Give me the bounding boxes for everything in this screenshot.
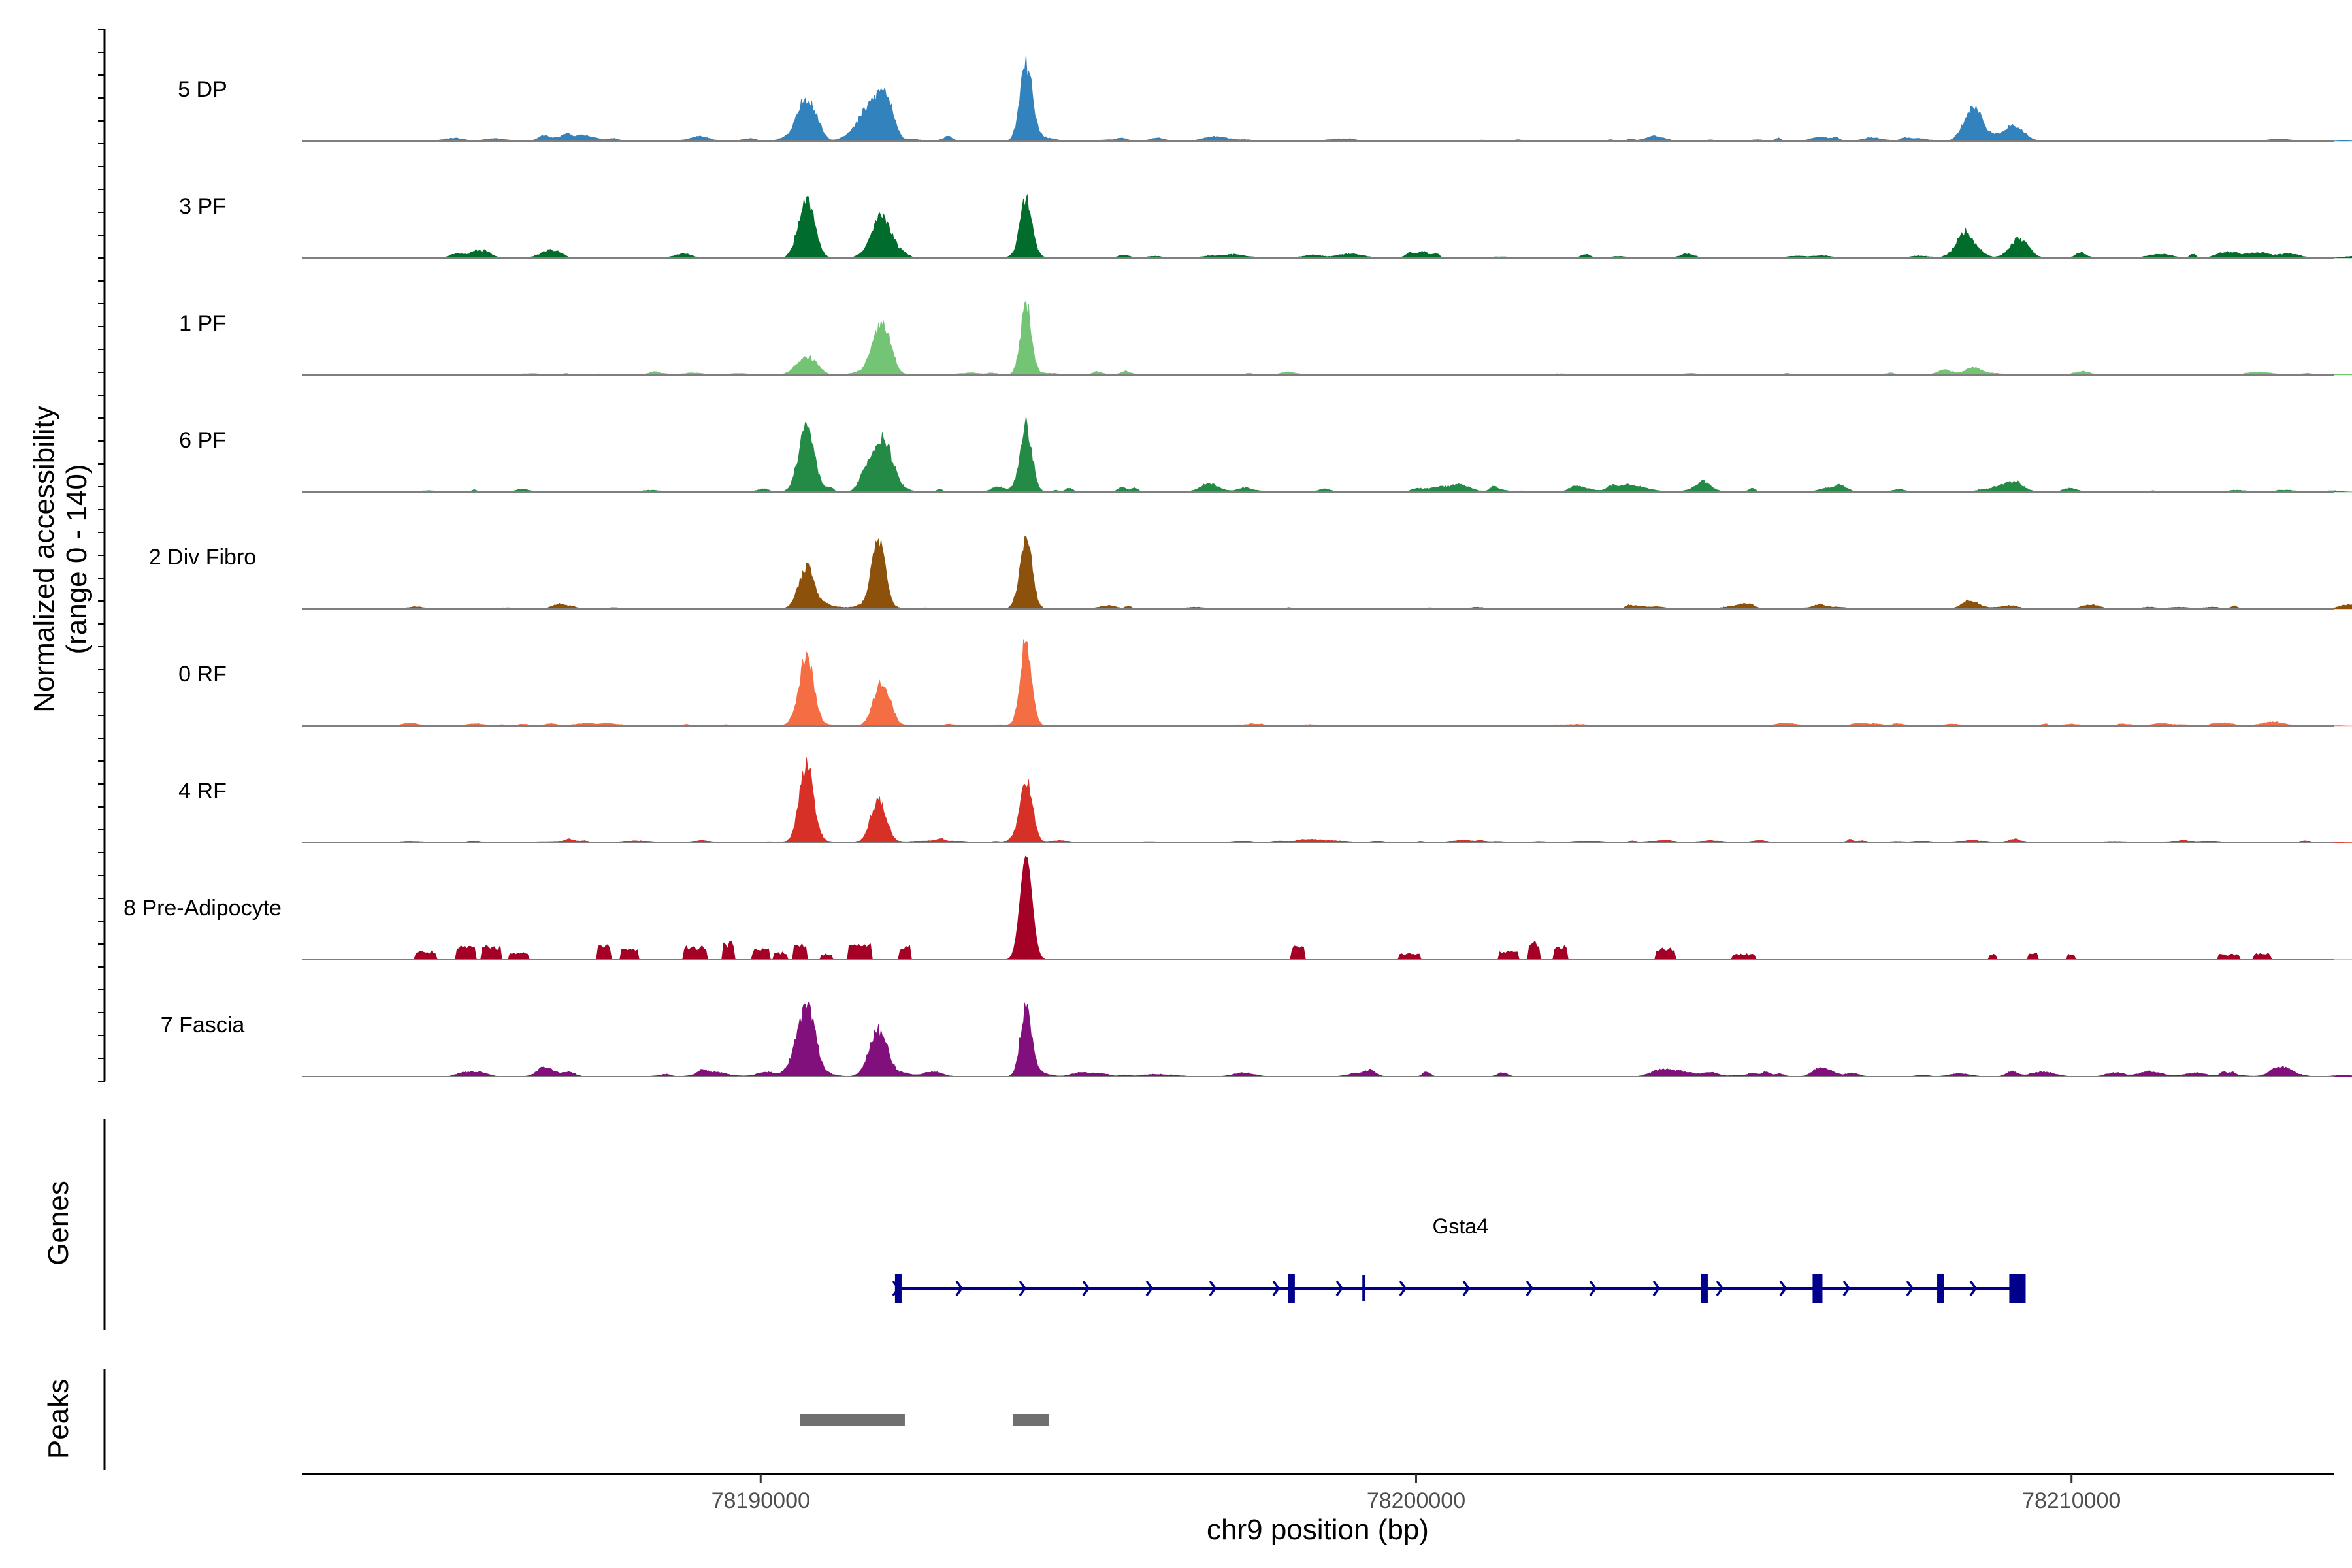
coverage-area xyxy=(400,194,2352,259)
x-tick-label: 78210000 xyxy=(2022,1488,2121,1513)
peaks-panel-title: Peaks xyxy=(42,1379,74,1459)
strand-arrow-icon xyxy=(1652,1280,1661,1297)
strand-arrow-icon xyxy=(1779,1280,1788,1297)
strand-arrow-icon xyxy=(1842,1280,1851,1297)
coverage-area xyxy=(400,536,2352,610)
gene-exon xyxy=(1812,1274,1823,1303)
strand-arrow-icon xyxy=(955,1280,964,1297)
gene-annotation-panel: Gsta4 xyxy=(892,1215,2026,1303)
coverage-area xyxy=(400,1001,2352,1077)
track-0-rf: 0 RF xyxy=(178,639,2352,727)
strand-arrow-icon xyxy=(1335,1280,1344,1297)
gene-exon xyxy=(1701,1274,1708,1303)
coverage-tracks: 5 DP 3 PF 1 PF 6 PF 2 Div Fibro 0 RF 4 RF 8 Pre… xyxy=(123,54,2352,1077)
gene-exon xyxy=(1288,1274,1295,1303)
track-label: 3 PF xyxy=(179,194,226,219)
x-tick-label: 78200000 xyxy=(1367,1488,1465,1513)
peak-region xyxy=(800,1414,905,1426)
coverage-area xyxy=(400,855,2352,960)
strand-arrow-icon xyxy=(1462,1280,1471,1297)
strand-arrow-icon xyxy=(1145,1280,1154,1297)
track-7-fascia: 7 Fascia xyxy=(161,1001,2352,1077)
track-label: 6 PF xyxy=(179,428,226,453)
strand-arrow-icon xyxy=(1019,1280,1027,1297)
coverage-area xyxy=(400,54,2352,142)
gene-name-label: Gsta4 xyxy=(1433,1215,1488,1238)
track-label: 4 RF xyxy=(178,779,227,804)
track-5-dp: 5 DP xyxy=(178,54,2352,142)
track-8-pre-adipocyte: 8 Pre-Adipocyte xyxy=(123,855,2352,960)
x-axis-title: chr9 position (bp) xyxy=(1207,1514,1429,1546)
track-label: 8 Pre-Adipocyte xyxy=(123,896,282,921)
strand-arrow-icon xyxy=(1716,1280,1724,1297)
genes-panel-title: Genes xyxy=(42,1181,74,1266)
track-label: 7 Fascia xyxy=(161,1013,245,1037)
strand-arrow-icon xyxy=(1526,1280,1534,1297)
strand-arrow-icon xyxy=(1082,1280,1090,1297)
track-1-pf: 1 PF xyxy=(179,299,2352,376)
y-axis-title-line1: Normalized accessibility xyxy=(28,406,60,712)
strand-arrow-icon xyxy=(1399,1280,1407,1297)
y-axis-title-line2: (range 0 - 140) xyxy=(61,464,93,654)
strand-arrow-icon xyxy=(1969,1280,1978,1297)
coverage-area xyxy=(400,757,2352,843)
track-6-pf: 6 PF xyxy=(179,416,2352,493)
coverage-area xyxy=(400,416,2352,493)
peak-regions-panel xyxy=(800,1414,1049,1426)
strand-arrow-icon xyxy=(1589,1280,1597,1297)
strand-arrow-icon xyxy=(1209,1280,1217,1297)
track-4-rf: 4 RF xyxy=(178,757,2352,843)
strand-arrow-icon xyxy=(1906,1280,1914,1297)
track-label: 2 Div Fibro xyxy=(149,545,256,570)
track-label: 5 DP xyxy=(178,77,227,102)
y-axis-title: Normalized accessibility (range 0 - 140) xyxy=(28,406,93,712)
track-2-div-fibro: 2 Div Fibro xyxy=(149,536,2352,610)
x-tick-label: 78190000 xyxy=(711,1488,810,1513)
track-label: 0 RF xyxy=(178,662,227,687)
track-3-pf: 3 PF xyxy=(179,194,2352,259)
gene-exon xyxy=(894,1274,902,1303)
strand-arrow-icon xyxy=(1272,1280,1281,1297)
peak-region xyxy=(1013,1414,1049,1426)
gene-exon xyxy=(2009,1274,2026,1303)
gene-exon xyxy=(1937,1274,1944,1303)
coverage-area xyxy=(400,639,2352,727)
track-label: 1 PF xyxy=(179,311,226,336)
coverage-area xyxy=(400,299,2352,376)
coverage-y-axis-ticks xyxy=(98,29,105,1082)
x-axis-ticks: 78190000 78200000 78210000 xyxy=(711,1474,2121,1513)
